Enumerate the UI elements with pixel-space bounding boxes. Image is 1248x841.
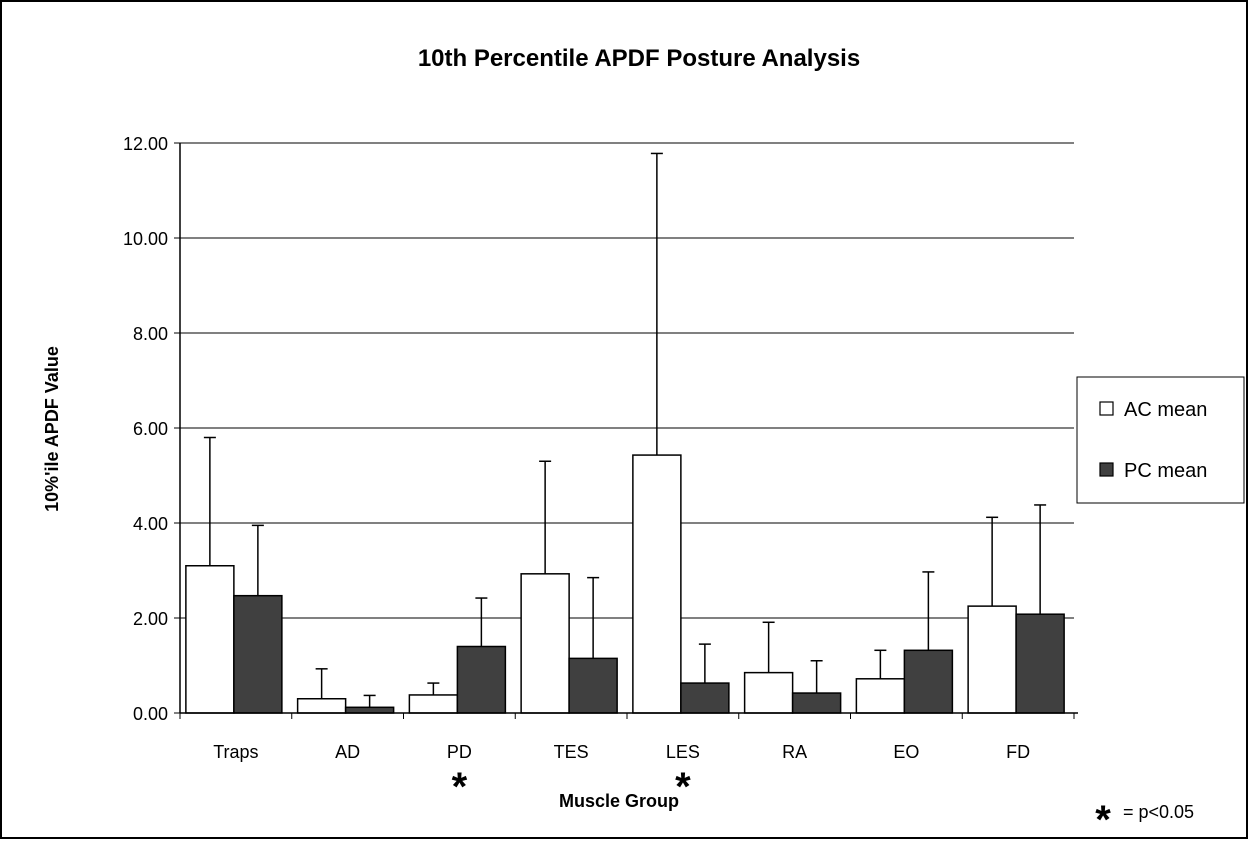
bar-ac-mean-eo (855, 678, 906, 714)
y-tick-label-0: 0.00 (133, 704, 168, 724)
x-tick-label-les: LES (666, 742, 700, 762)
legend-label-pc-mean: PC mean (1124, 460, 1207, 482)
bar-ac-mean-ad (296, 698, 347, 714)
x-tick-label-pd: PD (447, 742, 472, 762)
x-tick-label-traps: Traps (213, 742, 258, 762)
bar-ac-mean-tes (520, 573, 570, 714)
significance-star-pd: * (452, 765, 468, 809)
y-tick-label-3: 6.00 (133, 419, 168, 439)
bar-ac-mean-fd (967, 605, 1017, 714)
axes (174, 142, 1078, 719)
bar-pc-mean-ad (344, 706, 395, 714)
y-tick-label-5: 10.00 (123, 229, 168, 249)
bar-ac-mean-ra (743, 671, 794, 714)
bar-pc-mean-les (680, 682, 730, 714)
chart-title: 10th Percentile APDF Posture Analysis (418, 45, 860, 72)
x-tick-labels: Traps AD PD TES LES RA EO FD (213, 742, 1030, 762)
y-tick-labels: 0.00 2.00 4.00 6.00 8.00 10.00 12.00 (123, 134, 168, 724)
significance-note-star: * (1095, 798, 1111, 841)
bar-pc-mean-fd (1015, 613, 1065, 714)
gridlines (180, 142, 1074, 619)
x-tick-label-tes: TES (554, 742, 589, 762)
x-axis-title: Muscle Group (559, 791, 679, 811)
legend-label-ac-mean: AC mean (1124, 399, 1207, 421)
bar-pc-mean-tes (568, 657, 618, 714)
legend-swatch-ac-mean (1099, 401, 1114, 416)
error-bars (203, 152, 1047, 708)
significance-note-label: = p<0.05 (1123, 802, 1194, 822)
bar-ac-mean-traps (185, 565, 235, 714)
x-tick-label-fd: FD (1006, 742, 1030, 762)
significance-star-les: * (675, 765, 691, 809)
bar-pc-mean-traps (233, 594, 283, 714)
x-tick-label-ad: AD (335, 742, 360, 762)
y-tick-label-6: 12.00 (123, 134, 168, 154)
y-tick-label-1: 2.00 (133, 609, 168, 629)
legend: AC mean PC mean (1076, 376, 1245, 504)
legend-swatch-pc-mean (1099, 462, 1114, 477)
bar-pc-mean-pd (456, 645, 507, 714)
bar-pc-mean-eo (903, 649, 954, 714)
bars (185, 454, 1065, 714)
y-axis-title: 10%'ile APDF Value (42, 346, 62, 512)
significance-markers: * * (452, 765, 692, 809)
bar-ac-mean-pd (408, 694, 459, 714)
y-tick-label-2: 4.00 (133, 514, 168, 534)
significance-note: * = p<0.05 (1095, 798, 1194, 841)
legend-box (1076, 376, 1245, 504)
bar-pc-mean-ra (791, 692, 842, 714)
bar-ac-mean-les (632, 454, 682, 714)
y-tick-label-4: 8.00 (133, 324, 168, 344)
x-tick-label-eo: EO (893, 742, 919, 762)
x-tick-label-ra: RA (782, 742, 807, 762)
